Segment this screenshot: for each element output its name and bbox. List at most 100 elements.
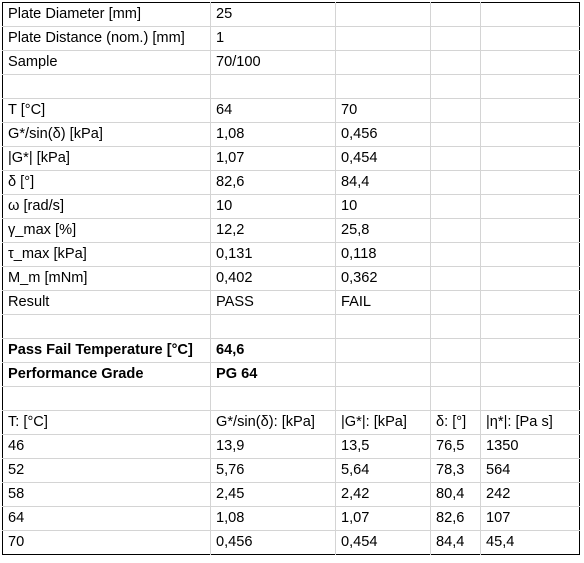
- spreadsheet-cell[interactable]: Plate Distance (nom.) [mm]: [2, 26, 211, 51]
- spreadsheet-cell[interactable]: 0,456: [210, 530, 336, 555]
- spreadsheet-cell[interactable]: M_m [mNm]: [2, 266, 211, 291]
- spreadsheet-cell[interactable]: 107: [480, 506, 580, 531]
- spreadsheet-cell[interactable]: [335, 314, 431, 339]
- spreadsheet-cell[interactable]: 45,4: [486, 534, 515, 550]
- spreadsheet-cell[interactable]: [430, 122, 481, 147]
- spreadsheet-cell[interactable]: [430, 146, 481, 171]
- spreadsheet-cell[interactable]: [210, 386, 336, 411]
- spreadsheet-cell[interactable]: [335, 386, 431, 411]
- spreadsheet-cell[interactable]: [335, 74, 431, 99]
- spreadsheet-cell[interactable]: [430, 170, 481, 195]
- spreadsheet-cell[interactable]: τ_max [kPa]: [2, 242, 211, 267]
- spreadsheet-cell[interactable]: [480, 386, 580, 411]
- spreadsheet-cell[interactable]: 0,118: [335, 242, 431, 267]
- spreadsheet-cell[interactable]: 78,3: [430, 458, 481, 483]
- spreadsheet-cell[interactable]: ω [rad/s]: [2, 194, 211, 219]
- spreadsheet-cell[interactable]: γ_max [%]: [2, 218, 211, 243]
- spreadsheet-cell[interactable]: |G*|: [kPa]: [335, 410, 431, 435]
- spreadsheet-cell[interactable]: [480, 290, 580, 315]
- spreadsheet-cell[interactable]: Performance Grade: [2, 362, 211, 387]
- spreadsheet-cell[interactable]: [335, 362, 431, 387]
- spreadsheet-cell[interactable]: 5,76: [210, 458, 336, 483]
- spreadsheet-cell[interactable]: [480, 338, 580, 363]
- spreadsheet-cell[interactable]: G*/sin(δ) [kPa]: [2, 122, 211, 147]
- spreadsheet-cell[interactable]: 12,2: [210, 218, 336, 243]
- spreadsheet-cell[interactable]: [335, 26, 431, 51]
- spreadsheet-cell[interactable]: [430, 314, 481, 339]
- spreadsheet-cell[interactable]: 0,454: [335, 530, 431, 555]
- spreadsheet-cell[interactable]: 0,456: [335, 122, 431, 147]
- spreadsheet-cell[interactable]: Result: [2, 290, 211, 315]
- spreadsheet-cell[interactable]: Plate Diameter [mm]: [2, 2, 211, 27]
- spreadsheet-cell[interactable]: [480, 50, 580, 75]
- spreadsheet-cell[interactable]: Pass Fail Temperature [°C]: [2, 338, 211, 363]
- spreadsheet-cell[interactable]: 82,6: [430, 506, 481, 531]
- spreadsheet-cell[interactable]: [430, 2, 481, 27]
- spreadsheet-cell[interactable]: 13,9: [210, 434, 336, 459]
- spreadsheet-cell[interactable]: 242: [480, 482, 580, 507]
- spreadsheet-cell[interactable]: 564: [480, 458, 580, 483]
- spreadsheet-cell[interactable]: 0,454: [335, 146, 431, 171]
- spreadsheet-cell[interactable]: 70/100: [210, 50, 336, 75]
- spreadsheet-cell[interactable]: [480, 146, 580, 171]
- spreadsheet-cell[interactable]: [480, 122, 580, 147]
- spreadsheet-cell[interactable]: [480, 26, 580, 51]
- spreadsheet-cell[interactable]: [430, 338, 481, 363]
- spreadsheet-cell[interactable]: 10: [210, 194, 336, 219]
- spreadsheet-cell[interactable]: [335, 338, 431, 363]
- spreadsheet-cell[interactable]: δ: [°]: [430, 410, 481, 435]
- spreadsheet-cell[interactable]: 10: [335, 194, 431, 219]
- spreadsheet-cell[interactable]: |η*|: [Pa s]: [480, 410, 580, 435]
- spreadsheet-cell[interactable]: [430, 50, 481, 75]
- spreadsheet-cell[interactable]: FAIL: [335, 290, 431, 315]
- spreadsheet-cell[interactable]: 2,45: [210, 482, 336, 507]
- spreadsheet-cell[interactable]: 2,42: [335, 482, 431, 507]
- spreadsheet-cell[interactable]: [210, 314, 336, 339]
- spreadsheet-cell[interactable]: [430, 266, 481, 291]
- spreadsheet-cell[interactable]: [430, 194, 481, 219]
- spreadsheet-cell[interactable]: 1,08: [210, 506, 336, 531]
- spreadsheet-cell[interactable]: [480, 266, 580, 291]
- spreadsheet-cell[interactable]: [480, 2, 580, 27]
- spreadsheet-cell[interactable]: T: [°C]: [2, 410, 211, 435]
- spreadsheet-cell[interactable]: Sample: [2, 50, 211, 75]
- spreadsheet-cell[interactable]: 1350: [480, 434, 580, 459]
- spreadsheet-cell[interactable]: 1,07: [335, 506, 431, 531]
- spreadsheet-cell[interactable]: 82,6: [210, 170, 336, 195]
- spreadsheet-cell[interactable]: [430, 242, 481, 267]
- spreadsheet-cell[interactable]: 1,07: [210, 146, 336, 171]
- spreadsheet-cell[interactable]: [210, 74, 336, 99]
- spreadsheet-cell[interactable]: 70: [335, 98, 431, 123]
- spreadsheet-cell[interactable]: 64: [2, 506, 211, 531]
- spreadsheet-cell[interactable]: 0,131: [210, 242, 336, 267]
- spreadsheet-cell[interactable]: 64: [210, 98, 336, 123]
- spreadsheet-cell[interactable]: 84,4: [430, 530, 481, 555]
- spreadsheet-cell[interactable]: 64,6: [210, 338, 336, 363]
- spreadsheet-cell[interactable]: [480, 194, 580, 219]
- spreadsheet-cell[interactable]: [430, 98, 481, 123]
- spreadsheet-cell[interactable]: G*/sin(δ): [kPa]: [210, 410, 336, 435]
- spreadsheet-cell[interactable]: PASS: [210, 290, 336, 315]
- spreadsheet-cell[interactable]: [335, 2, 431, 27]
- spreadsheet-cell[interactable]: [430, 74, 481, 99]
- spreadsheet-cell[interactable]: 25: [210, 2, 336, 27]
- spreadsheet-cell[interactable]: [480, 74, 580, 99]
- spreadsheet-cell[interactable]: 84,4: [335, 170, 431, 195]
- spreadsheet-cell[interactable]: 76,5: [430, 434, 481, 459]
- spreadsheet-cell[interactable]: 58: [2, 482, 211, 507]
- spreadsheet-cell[interactable]: T [°C]: [2, 98, 211, 123]
- spreadsheet-cell[interactable]: [2, 74, 211, 99]
- spreadsheet-cell[interactable]: PG 64: [210, 362, 336, 387]
- spreadsheet-cell[interactable]: [480, 362, 580, 387]
- spreadsheet-cell[interactable]: 1,08: [210, 122, 336, 147]
- spreadsheet-cell[interactable]: 0,362: [335, 266, 431, 291]
- spreadsheet-cell[interactable]: [480, 170, 580, 195]
- spreadsheet-cell[interactable]: 46: [2, 434, 211, 459]
- spreadsheet-cell[interactable]: |G*| [kPa]: [2, 146, 211, 171]
- spreadsheet-cell[interactable]: [480, 242, 580, 267]
- spreadsheet-cell[interactable]: [430, 26, 481, 51]
- spreadsheet-cell[interactable]: 1: [210, 26, 336, 51]
- spreadsheet-cell[interactable]: 13,5: [335, 434, 431, 459]
- spreadsheet-cell[interactable]: 0,402: [210, 266, 336, 291]
- spreadsheet-cell[interactable]: 52: [2, 458, 211, 483]
